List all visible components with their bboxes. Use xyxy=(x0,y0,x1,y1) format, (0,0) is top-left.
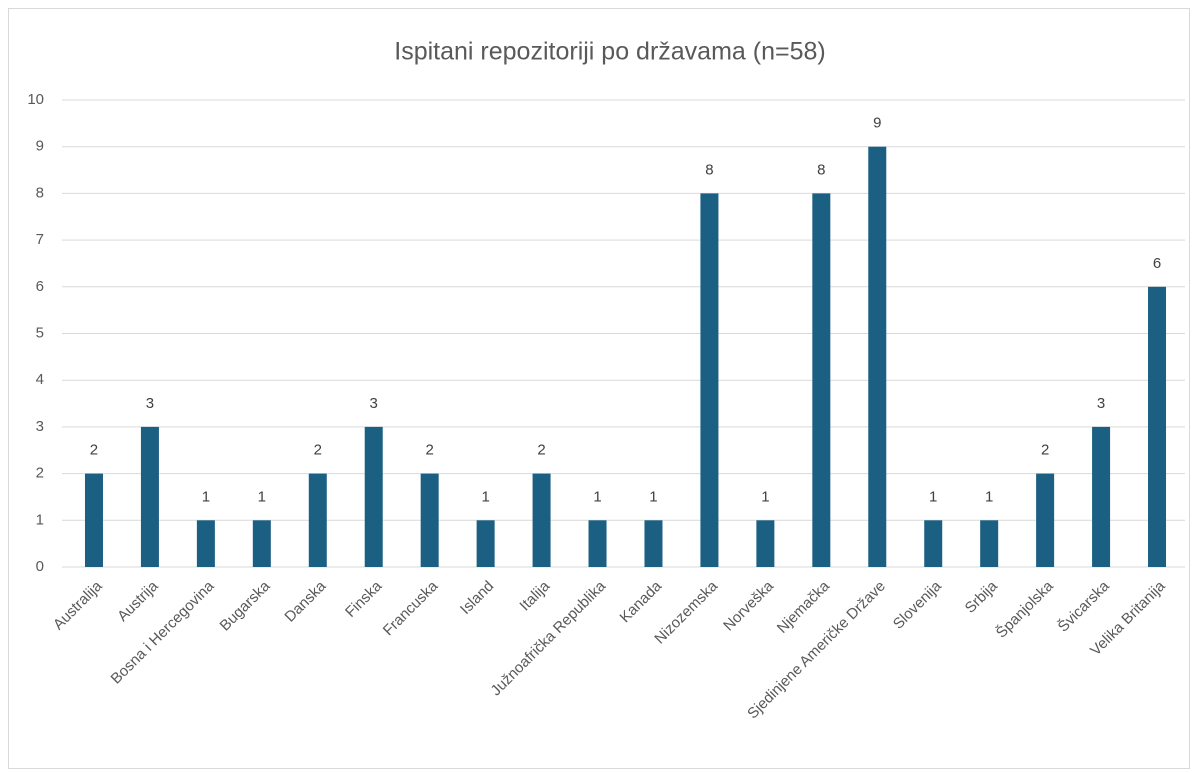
data-label: 3 xyxy=(146,395,154,412)
data-label: 1 xyxy=(649,488,657,505)
data-label: 8 xyxy=(817,161,825,178)
data-label: 1 xyxy=(258,488,266,505)
data-label: 1 xyxy=(929,488,937,505)
y-tick-label: 3 xyxy=(36,418,44,435)
bar xyxy=(420,473,439,567)
bar xyxy=(980,520,999,567)
bar xyxy=(532,473,551,567)
data-label: 2 xyxy=(1041,442,1049,459)
y-tick-label: 8 xyxy=(36,184,44,201)
data-label: 1 xyxy=(202,488,210,505)
bar xyxy=(1148,286,1167,567)
bar xyxy=(308,473,327,567)
y-tick-label: 0 xyxy=(36,558,44,575)
bar xyxy=(588,520,607,567)
bar xyxy=(924,520,943,567)
data-label: 1 xyxy=(761,488,769,505)
bar xyxy=(140,426,159,567)
y-tick-label: 1 xyxy=(36,511,44,528)
bar xyxy=(252,520,271,567)
data-label: 8 xyxy=(705,161,713,178)
data-label: 6 xyxy=(1153,255,1161,272)
bar xyxy=(756,520,775,567)
data-label: 1 xyxy=(985,488,993,505)
bar xyxy=(1092,426,1111,567)
chart-frame xyxy=(8,8,1190,769)
bar xyxy=(196,520,215,567)
data-label: 1 xyxy=(593,488,601,505)
bar xyxy=(868,146,887,567)
chart-title: Ispitani repozitoriji po državama (n=58) xyxy=(394,38,825,66)
bar xyxy=(84,473,103,567)
bar xyxy=(644,520,663,567)
bar xyxy=(476,520,495,567)
y-tick-label: 7 xyxy=(36,231,44,248)
data-label: 2 xyxy=(426,442,434,459)
data-label: 9 xyxy=(873,115,881,132)
data-label: 2 xyxy=(90,442,98,459)
bar xyxy=(364,426,383,567)
data-label: 3 xyxy=(1097,395,1105,412)
y-tick-label: 10 xyxy=(27,91,44,108)
data-label: 1 xyxy=(481,488,489,505)
y-tick-label: 2 xyxy=(36,465,44,482)
y-tick-label: 4 xyxy=(36,371,44,388)
data-label: 2 xyxy=(537,442,545,459)
data-label: 3 xyxy=(370,395,378,412)
bar xyxy=(700,193,719,567)
bar xyxy=(1036,473,1055,567)
y-tick-label: 5 xyxy=(36,324,44,341)
bar xyxy=(812,193,831,567)
y-tick-label: 6 xyxy=(36,278,44,295)
y-tick-label: 9 xyxy=(36,138,44,155)
data-label: 2 xyxy=(314,442,322,459)
